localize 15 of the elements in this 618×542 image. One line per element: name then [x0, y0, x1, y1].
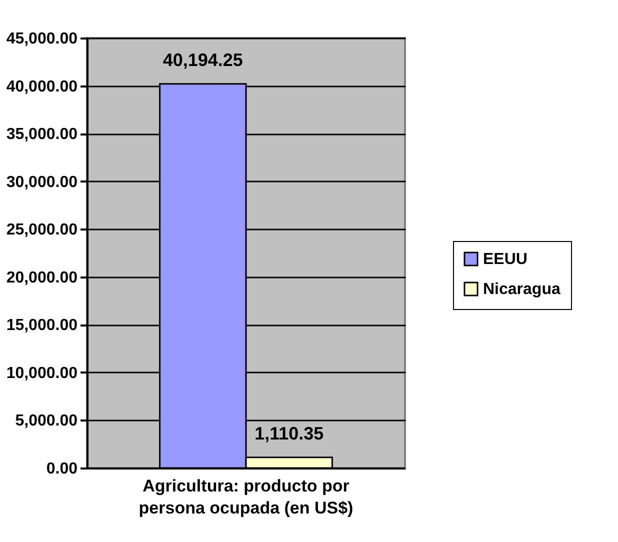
y-tick-label: 45,000.00 — [6, 30, 78, 48]
legend-label: EEUU — [483, 251, 528, 268]
y-tick-label: 5,000.00 — [15, 412, 78, 430]
y-tick-label: 10,000.00 — [6, 364, 78, 382]
y-tick-label: 40,000.00 — [6, 78, 78, 96]
y-tick-label: 35,000.00 — [6, 126, 78, 144]
y-tick-label: 25,000.00 — [6, 222, 78, 239]
legend-label: Nicaragua — [483, 281, 560, 298]
y-tick-label: 15,000.00 — [6, 317, 78, 334]
y-tick-label: 0.00 — [46, 460, 78, 478]
y-tick-label: 20,000.00 — [6, 269, 78, 286]
data-label: 40,194.25 — [162, 50, 243, 70]
x-tick-label: Agricultura: producto por persona ocupada (en US$) — [138, 476, 354, 518]
data-label: 1,110.35 — [254, 423, 324, 444]
y-tick-label: 30,000.00 — [6, 174, 78, 191]
